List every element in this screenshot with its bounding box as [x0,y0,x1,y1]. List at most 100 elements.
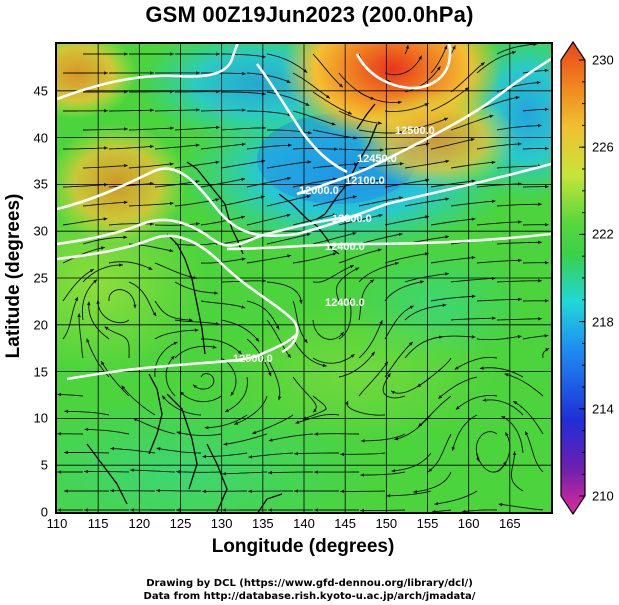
streamline [176,471,222,473]
streamline-arrowhead [349,265,354,269]
streamline-arrowhead [288,143,292,147]
streamline-arrowhead [306,194,311,199]
streamline [108,289,136,309]
streamline [132,417,176,435]
streamline-arrowhead [445,197,450,201]
streamline [450,62,485,93]
streamline-arrowhead [306,232,311,237]
streamline-arrowhead [350,354,355,358]
streamline [246,338,272,377]
streamline [496,280,542,283]
streamline-arrowhead [173,341,178,345]
streamline [476,143,522,150]
streamline [154,262,198,279]
streamline-arrowhead [224,408,229,412]
streamline-arrowhead [77,313,81,318]
streamline [522,335,549,340]
streamline-arrowhead [268,470,272,475]
streamline [524,431,544,473]
streamline [165,355,176,397]
contour-label: 12500.0 [395,125,435,137]
streamline-arrowhead [156,488,160,493]
streamline-arrowhead [133,418,138,422]
streamline-arrowhead [326,94,330,99]
streamline [338,148,384,151]
streamline [128,163,174,169]
streamline [220,160,266,169]
streamline-arrowhead [418,55,422,60]
streamline-arrowhead [215,198,220,202]
streamline [430,180,476,188]
streamline-arrowhead [413,489,418,494]
streamline [430,45,448,74]
streamline [476,96,520,112]
streamline-arrowhead [439,335,443,339]
streamline [482,399,524,416]
streamline-arrowhead [121,385,126,390]
streamline-arrowhead [444,117,448,121]
streamline [498,503,544,511]
streamline [108,223,154,226]
streamline-arrowhead [442,303,447,307]
streamline [220,127,266,131]
streamline-arrowhead [445,272,449,276]
streamline [358,196,403,207]
streamline-arrowhead [445,159,450,164]
streamline-arrowhead [331,122,336,126]
streamline-arrowhead [162,395,166,400]
streamline [88,301,110,340]
streamline-arrowhead [104,326,109,331]
streamline [109,109,154,112]
streamline [302,395,327,420]
streamline [511,451,524,492]
colorbar-tick-label: 210 [592,488,614,504]
streamline [430,86,470,112]
streamline [450,277,496,283]
streamline [391,452,432,472]
streamline-arrowhead [405,45,410,49]
streamline-arrowhead [277,396,282,401]
streamline-arrowhead [195,222,200,226]
y-tick-label: 10 [33,410,48,426]
streamline [450,200,496,207]
map-title: GSM 00Z19Jun2023 (200.0hPa) [145,2,474,27]
streamline [496,318,542,321]
y-tick-label: 45 [33,83,48,99]
streamline-arrowhead [261,159,266,163]
streamline-arrowhead [150,222,154,226]
streamline-arrowhead [104,146,108,150]
streamline [360,509,406,511]
streamline-arrowhead [340,331,344,336]
streamline-arrowhead [252,430,257,434]
x-tick-label: 165 [498,516,521,531]
streamline [82,236,128,245]
streamline [154,329,199,340]
streamline-arrowhead [64,450,68,455]
x-tick-label: 150 [375,516,398,531]
streamline-arrowhead [428,468,432,472]
streamline-arrowhead [436,66,441,71]
streamline-arrowhead [152,312,157,317]
streamline [268,433,314,442]
streamline-arrowhead [545,299,549,303]
streamline-arrowhead [452,45,456,50]
x-tick-label: 145 [334,516,357,531]
streamline-arrowhead [248,489,252,493]
streamline [266,357,281,401]
streamline [292,300,308,344]
streamline-arrowhead [394,437,399,441]
streamline-arrowhead [110,489,114,493]
streamline-arrowhead [504,373,509,377]
streamline-arrowhead [193,384,197,389]
streamline [338,248,382,264]
streamline-arrowhead [322,363,327,368]
streamline [121,385,156,416]
streamline [110,447,156,454]
streamline [496,81,541,93]
x-tick-label: 120 [128,516,151,531]
streamline-arrowhead [533,44,538,47]
streamline [130,469,176,473]
streamline-arrowhead [169,201,174,206]
streamline-arrowhead [124,127,128,131]
streamline [174,319,220,325]
